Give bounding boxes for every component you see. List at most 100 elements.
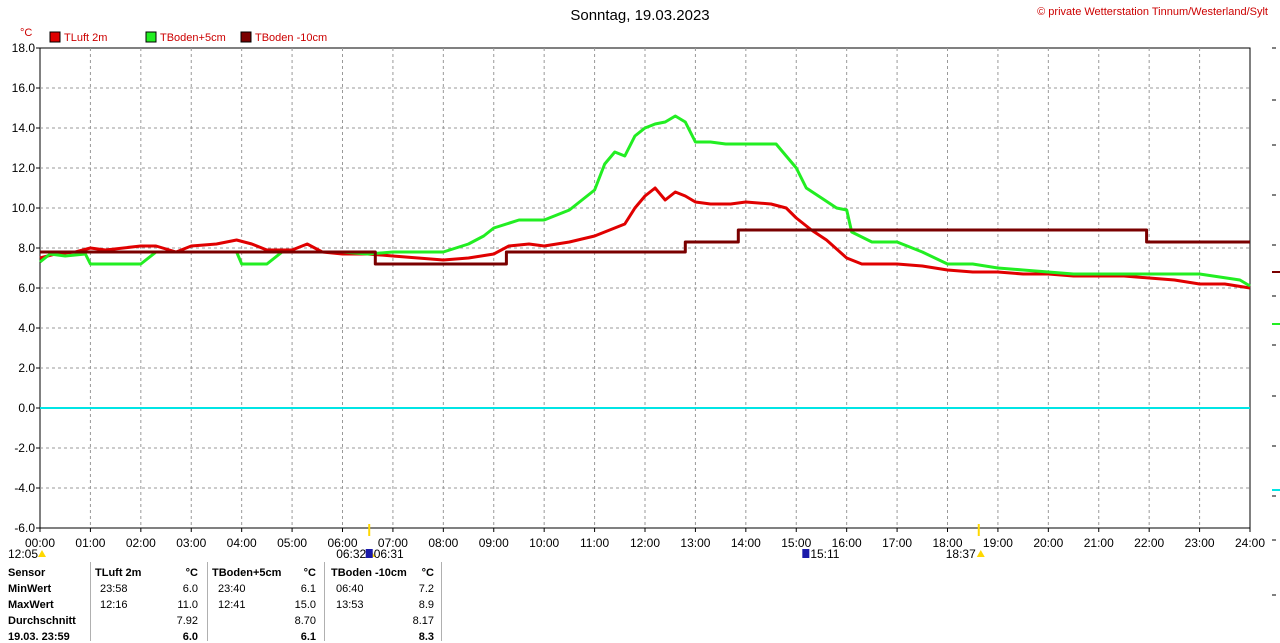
y-tick-label: 12.0 — [12, 161, 36, 175]
event-marker — [976, 550, 985, 557]
stats-value: 6.0 — [182, 631, 198, 643]
legend-label: TBoden -10cm — [255, 32, 327, 44]
x-tick-label: 01:00 — [75, 536, 105, 550]
stats-row-label: Durchschnitt — [8, 615, 76, 627]
copyright-label: © private Wetterstation Tinnum/Westerlan… — [1037, 6, 1268, 18]
x-axis-ticks: 00:00 01:00 02:00 03:00 04:00 05:00 06:00 07:00… — [25, 528, 1265, 550]
stats-time: 13:53 — [336, 599, 364, 611]
stats-value: 7.2 — [418, 583, 434, 595]
right-markers — [1272, 47, 1280, 596]
stats-value: 8.17 — [412, 615, 434, 627]
x-tick-label: 19:00 — [983, 536, 1013, 550]
event-markers: 12:05 06:32 06:31 15:11 18:37 — [8, 524, 985, 561]
event-marker — [802, 549, 810, 558]
header-tboden10: TBoden -10cm — [331, 567, 407, 579]
header-sensor: Sensor — [8, 567, 46, 579]
x-tick-label: 04:00 — [227, 536, 257, 550]
event-label: 06:32 — [336, 547, 366, 561]
stats-time: 12:41 — [218, 599, 246, 611]
x-tick-label: 05:00 — [277, 536, 307, 550]
y-tick-label: 6.0 — [18, 281, 35, 295]
stats-value: 11.0 — [177, 599, 198, 611]
x-tick-label: 14:00 — [731, 536, 761, 550]
table-divider — [207, 562, 208, 641]
y-tick-label: -4.0 — [14, 481, 35, 495]
x-tick-label: 24:00 — [1235, 536, 1265, 550]
stats-value: 7.92 — [176, 615, 198, 627]
stats-time: 23:58 — [100, 583, 128, 595]
y-tick-label: 0.0 — [18, 401, 35, 415]
y-axis-unit: °C — [20, 27, 32, 39]
event-label: 06:31 — [374, 547, 404, 561]
event-marker — [38, 550, 46, 557]
event-label: 15:11 — [810, 547, 839, 561]
x-tick-label: 17:00 — [882, 536, 912, 550]
chart-title: Sonntag, 19.03.2023 — [570, 7, 709, 24]
y-tick-label: -2.0 — [14, 441, 35, 455]
legend-swatch — [240, 31, 252, 43]
x-tick-label: 21:00 — [1084, 536, 1114, 550]
x-tick-label: 10:00 — [529, 536, 559, 550]
stats-row-label: MaxWert — [8, 599, 54, 611]
legend: TLuft 2m TBoden+5cm TBoden -10cm — [49, 31, 327, 44]
x-tick-label: 00:00 — [25, 536, 55, 550]
header-tluft: TLuft 2m — [95, 567, 142, 579]
stats-row-label: MinWert — [8, 583, 52, 595]
x-tick-label: 09:00 — [479, 536, 509, 550]
stats-time: 06:40 — [336, 583, 364, 595]
table-divider — [90, 562, 91, 641]
y-axis-ticks: 18.0 16.0 14.0 12.0 10.0 8.0 6.0 4.0 2.0 0.0 -2.0 -… — [12, 41, 40, 535]
y-tick-label: 10.0 — [12, 201, 36, 215]
x-tick-label: 12:00 — [630, 536, 660, 550]
x-tick-label: 02:00 — [126, 536, 156, 550]
y-tick-label: 16.0 — [12, 81, 36, 95]
stats-time: 12:16 — [100, 599, 128, 611]
table-divider — [324, 562, 325, 641]
x-tick-label: 06:00 — [327, 536, 357, 550]
header-tboden5: TBoden+5cm — [212, 567, 282, 579]
x-tick-label: 16:00 — [832, 536, 862, 550]
x-tick-label: 15:00 — [781, 536, 811, 550]
event-label: 12:05 — [8, 547, 38, 561]
table-divider — [441, 562, 442, 641]
stats-value: 15.0 — [294, 599, 316, 611]
x-tick-label: 20:00 — [1033, 536, 1063, 550]
event-label: 18:37 — [946, 547, 976, 561]
legend-swatch — [49, 31, 61, 43]
y-tick-label: 18.0 — [12, 41, 36, 55]
stats-value: 8.9 — [418, 599, 434, 611]
y-tick-label: 2.0 — [18, 361, 35, 375]
y-tick-label: 4.0 — [18, 321, 35, 335]
stats-value: 8.70 — [294, 615, 316, 627]
x-tick-label: 03:00 — [176, 536, 206, 550]
stats-time: 23:40 — [218, 583, 246, 595]
series-line — [39, 114, 1251, 288]
stats-value: 8.3 — [418, 631, 434, 643]
stats-value: 6.1 — [300, 583, 316, 595]
header-unit: °C — [185, 567, 198, 579]
event-marker — [365, 549, 373, 558]
series-line — [39, 186, 1251, 290]
y-tick-label: 14.0 — [12, 121, 36, 135]
stats-row-label: 19.03. 23:59 — [8, 631, 70, 643]
y-tick-label: -6.0 — [14, 521, 35, 535]
x-tick-label: 18:00 — [932, 536, 962, 550]
x-tick-label: 08:00 — [428, 536, 458, 550]
x-tick-label: 11:00 — [580, 536, 609, 550]
x-tick-label: 23:00 — [1185, 536, 1215, 550]
x-tick-label: 13:00 — [680, 536, 710, 550]
grid — [39, 47, 1251, 529]
stats-value: 6.0 — [182, 583, 198, 595]
y-tick-label: 8.0 — [18, 241, 35, 255]
legend-label: TBoden+5cm — [160, 32, 226, 44]
legend-swatch — [145, 31, 157, 43]
header-unit: °C — [421, 567, 434, 579]
series-line — [40, 228, 1250, 266]
series-lines — [39, 114, 1251, 290]
stats-value: 6.1 — [300, 631, 316, 643]
header-unit: °C — [303, 567, 316, 579]
x-tick-label: 22:00 — [1134, 536, 1164, 550]
x-tick-label: 07:00 — [378, 536, 408, 550]
legend-label: TLuft 2m — [64, 32, 107, 44]
